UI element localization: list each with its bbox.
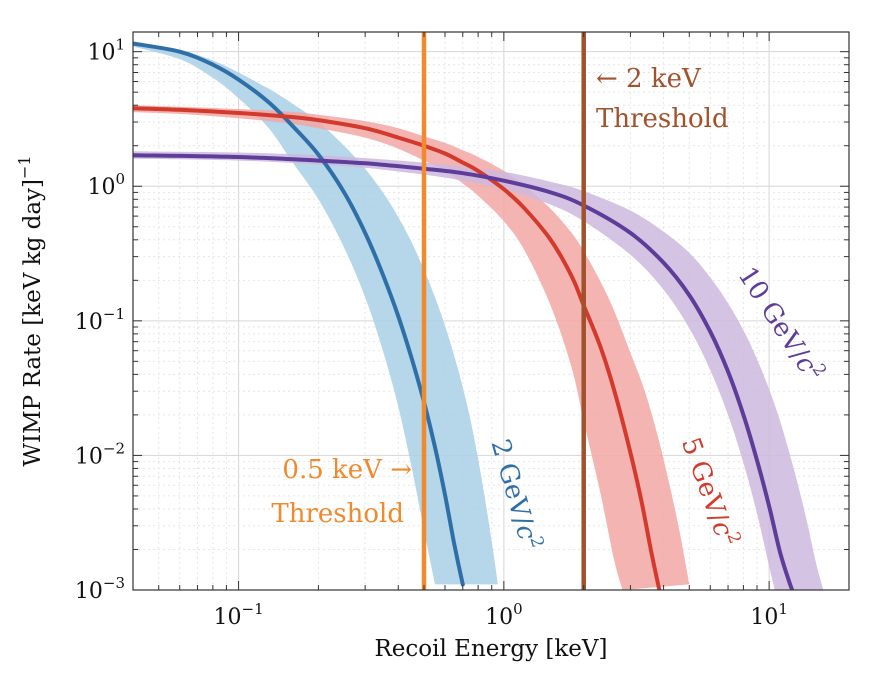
y-tick-label-base: 10	[87, 41, 115, 66]
band-10gev	[133, 151, 824, 590]
x-tick-label: 101	[750, 600, 788, 630]
threshold-2kev-label-line1: ← 2 keV	[596, 64, 702, 94]
y-axis-label-main: WIMP Rate [keV kg day]	[20, 179, 46, 467]
y-axis-label-exponent: −1	[15, 155, 34, 179]
threshold-2kev-label-line2: Threshold	[596, 104, 729, 134]
y-tick-label: 10−1	[75, 305, 125, 335]
x-axis-label: Recoil Energy [keV]	[374, 636, 607, 662]
y-tick-label: 101	[87, 36, 125, 66]
y-axis-label: WIMP Rate [keV kg day]−1	[15, 155, 46, 466]
y-tick-label-base: 10	[87, 175, 115, 200]
y-tick-label-exponent: −3	[103, 574, 125, 592]
y-tick-label-base: 10	[75, 310, 103, 335]
y-tick-label-base: 10	[75, 444, 103, 469]
y-tick-label-exponent: 0	[115, 170, 125, 188]
y-tick-label-exponent: −2	[103, 439, 125, 457]
curve-5gev	[133, 106, 662, 590]
x-tick-label-base: 10	[214, 605, 242, 630]
x-tick-label-base: 10	[485, 605, 513, 630]
x-tick-label-exponent: 1	[778, 600, 788, 618]
threshold-lines	[421, 32, 586, 590]
x-tick-label-base: 10	[750, 605, 778, 630]
x-tick-label: 100	[485, 600, 523, 630]
threshold-05kev-label-line1: 0.5 keV →	[282, 455, 412, 485]
threshold-05kev-label-line2: Threshold	[271, 499, 404, 529]
y-tick-label-base: 10	[75, 579, 103, 604]
series-label-sup: 2	[525, 534, 547, 550]
rate-curves	[133, 41, 795, 590]
x-tick-label-exponent: −1	[242, 600, 264, 618]
curve-10gev	[133, 153, 795, 590]
band-5gev	[133, 105, 690, 590]
y-tick-label: 10−3	[75, 574, 125, 604]
y-tick-label-exponent: −1	[103, 305, 125, 323]
x-tick-label-exponent: 0	[513, 600, 523, 618]
curve-2gev	[133, 41, 465, 587]
plot-frame	[132, 31, 850, 591]
y-tick-label-exponent: 1	[115, 36, 125, 54]
y-tick-label: 10−2	[75, 439, 125, 469]
x-tick-label: 10−1	[214, 600, 264, 630]
y-tick-label: 100	[87, 170, 125, 200]
